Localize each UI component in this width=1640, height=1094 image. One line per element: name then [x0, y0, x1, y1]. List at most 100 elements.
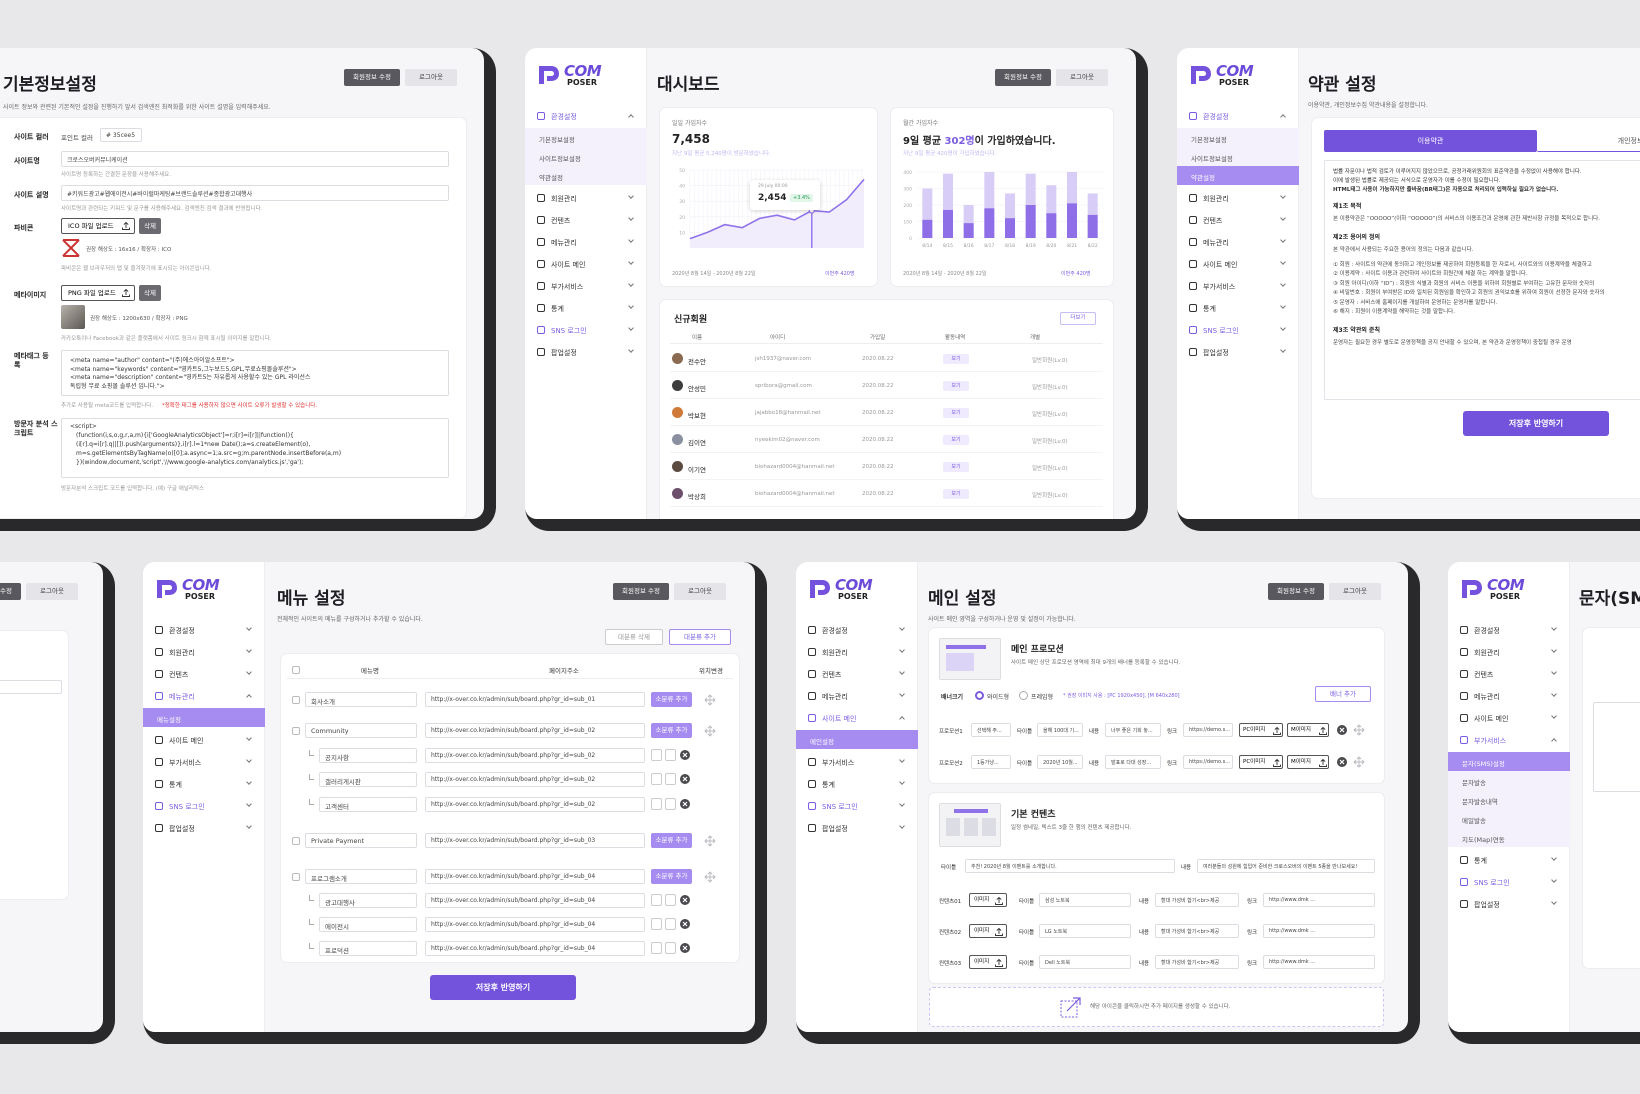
checkbox[interactable]	[292, 727, 300, 735]
link-input[interactable]: http://www.dmk ...	[1263, 924, 1375, 938]
link-input[interactable]: http://www.dmk ...	[1263, 893, 1375, 907]
activity-button[interactable]: 보기	[943, 354, 969, 364]
sidebar-item[interactable]: 통계	[1448, 850, 1570, 870]
sidebar-item[interactable]: 환경설정	[796, 620, 918, 640]
sidebar-subitem[interactable]: 약관설정	[525, 166, 647, 185]
select-box[interactable]: 선택해 주...	[971, 723, 1011, 737]
edit-profile-button[interactable]: 회원정보 수정	[613, 583, 669, 600]
site-description-input[interactable]: #키워드광고#웹에이전시#바이럴마케팅#브랜드솔루션#종합광고대행사	[61, 185, 449, 201]
checkbox[interactable]	[292, 696, 300, 704]
logout-button[interactable]: 로그아웃	[1056, 69, 1108, 86]
sidebar-subitem[interactable]: 메뉴설정	[143, 708, 265, 727]
sidebar-item[interactable]: SNS 로그인	[143, 796, 265, 816]
add-sub-button[interactable]: 소분류 추가	[651, 692, 692, 707]
sidebar-item[interactable]: 컨텐츠	[143, 664, 265, 684]
delete-button[interactable]: 삭제	[139, 285, 161, 301]
edit-profile-button[interactable]: 회원정보 수정	[1268, 583, 1324, 600]
sidebar-item[interactable]: 회원관리	[525, 188, 647, 208]
image-button[interactable]: 이미지	[969, 924, 1007, 938]
tab[interactable]: 개인정보수집	[1537, 130, 1640, 152]
remove-icon[interactable]	[1337, 757, 1347, 767]
menu-name-input[interactable]: 프로덕션	[319, 941, 417, 956]
content-input[interactable]: 너무 좋은 기회 놓...	[1105, 723, 1161, 737]
menu-name-input[interactable]: 고객센터	[319, 797, 417, 812]
checkbox[interactable]	[292, 666, 300, 674]
sidebar-item[interactable]: 메뉴관리	[796, 686, 918, 706]
sidebar-item[interactable]: SNS 로그인	[1177, 320, 1299, 340]
sidebar-item[interactable]: 컨텐츠	[525, 210, 647, 230]
sidebar-item[interactable]: 환경설정	[1448, 620, 1570, 640]
sidebar-subitem[interactable]: 사이트정보설정	[1177, 147, 1299, 166]
move-up[interactable]	[651, 798, 662, 810]
upload-button[interactable]: PNG 파일 업로드	[61, 285, 135, 301]
headline-content-input[interactable]: 여러분들의 성원에 힘입어 준비한 크로스오버의 이벤트 5종을 만나보세요!	[1197, 859, 1375, 873]
title-input[interactable]: LG 노트북	[1039, 924, 1131, 938]
sidebar-item[interactable]: 회원관리	[796, 642, 918, 662]
activity-button[interactable]: 보기	[943, 462, 969, 472]
page-url-input[interactable]: http://x-over.co.kr/admin/sub/board.php?…	[425, 692, 645, 707]
delete-button[interactable]: 삭제	[139, 218, 161, 234]
more-button[interactable]: 더보기	[1060, 312, 1096, 325]
remove-icon[interactable]	[680, 919, 690, 929]
sidebar-subitem[interactable]: 기본정보설정	[525, 128, 647, 147]
page-url-input[interactable]: http://x-over.co.kr/admin/sub/board.php?…	[425, 917, 645, 932]
sidebar-subitem[interactable]: 지도(Map)연동	[1448, 828, 1570, 847]
sidebar-item[interactable]: 사이트 메인	[525, 254, 647, 274]
add-sub-button[interactable]: 소분류 추가	[651, 869, 692, 884]
sidebar-item[interactable]: 메뉴관리	[1448, 686, 1570, 706]
add-main-button[interactable]: 대분류 추가	[669, 629, 731, 645]
sidebar-subitem[interactable]: 사이트정보설정	[525, 147, 647, 166]
move-down[interactable]	[665, 894, 676, 906]
sidebar-item[interactable]: 팝업설정	[1177, 342, 1299, 362]
remove-icon[interactable]	[680, 943, 690, 953]
page-url-input[interactable]: http://x-over.co.kr/admin/sub/board.php?…	[425, 941, 645, 956]
move-up[interactable]	[651, 749, 662, 761]
menu-name-input[interactable]: 회사소개	[305, 692, 417, 707]
logout-button[interactable]: 로그아웃	[674, 583, 726, 600]
page-url-input[interactable]: http://x-over.co.kr/admin/sub/board.php?…	[425, 869, 645, 884]
sidebar-item[interactable]: 메뉴관리	[1177, 232, 1299, 252]
activity-button[interactable]: 보기	[943, 408, 969, 418]
sidebar-item[interactable]: 컨텐츠	[1177, 210, 1299, 230]
site-name-input[interactable]: 크로스오버커뮤니케이션	[61, 151, 449, 167]
sidebar-item[interactable]: 사이트 메인	[1177, 254, 1299, 274]
meta-tags-textarea[interactable]: <meta name="author" content="(주)에스아이알소프트…	[61, 350, 449, 396]
title-input[interactable]: 올해 100대 기...	[1037, 723, 1083, 737]
sidebar-item[interactable]: 환경설정	[143, 620, 265, 640]
content-input[interactable]: 할대 가성비 합기<br>제공	[1155, 893, 1239, 907]
move-down[interactable]	[665, 918, 676, 930]
page-url-input[interactable]: http://x-over.co.kr/admin/sub/board.php?…	[425, 748, 645, 763]
sidebar-item[interactable]: 팝업설정	[1448, 894, 1570, 914]
content-input[interactable]: 할대 가성비 합기<br>제공	[1155, 924, 1239, 938]
move-down[interactable]	[665, 773, 676, 785]
content-input[interactable]: 할대 가성비 합기<br>제공	[1155, 955, 1239, 969]
pc-image-button[interactable]: PC이미지	[1239, 755, 1283, 769]
sidebar-item[interactable]: 사이트 메인	[1448, 708, 1570, 728]
sidebar-subitem[interactable]: 약관설정	[1177, 166, 1299, 185]
page-url-input[interactable]: http://x-over.co.kr/admin/sub/board.php?…	[425, 723, 645, 738]
menu-name-input[interactable]: 공지사항	[319, 748, 417, 763]
sidebar-item[interactable]: 환경설정	[1177, 106, 1299, 126]
page-url-input[interactable]: http://x-over.co.kr/admin/sub/board.php?…	[425, 893, 645, 908]
sidebar-item[interactable]: 팝업설정	[796, 818, 918, 838]
add-page-area[interactable]: 해당 아이콘을 클릭하시면 추가 페이지를 생성할 수 있습니다.	[929, 987, 1384, 1027]
menu-name-input[interactable]: 갤러리게시판	[319, 772, 417, 787]
logout-button[interactable]: 로그아웃	[1329, 583, 1381, 600]
activity-button[interactable]: 보기	[943, 381, 969, 391]
remove-icon[interactable]	[680, 750, 690, 760]
select-box[interactable]: 1등가냥...	[971, 755, 1011, 769]
remove-icon[interactable]	[1337, 725, 1347, 735]
menu-name-input[interactable]: 광고대행사	[319, 893, 417, 908]
sidebar-subitem[interactable]: 기본정보설정	[1177, 128, 1299, 147]
move-up[interactable]	[651, 894, 662, 906]
sidebar-item[interactable]: 통계	[525, 298, 647, 318]
move-up[interactable]	[651, 942, 662, 954]
page-url-input[interactable]: http://x-over.co.kr/admin/sub/board.php?…	[425, 833, 645, 848]
content-input[interactable]: 발표로 다대 성장...	[1105, 755, 1161, 769]
sidebar-item[interactable]: 환경설정	[525, 106, 647, 126]
sidebar-item[interactable]: 통계	[1177, 298, 1299, 318]
sidebar-item[interactable]: SNS 로그인	[1448, 872, 1570, 892]
sidebar-item[interactable]: 회원관리	[143, 642, 265, 662]
menu-name-input[interactable]: Private Payment	[305, 833, 417, 848]
sidebar-item[interactable]: 메뉴관리	[525, 232, 647, 252]
